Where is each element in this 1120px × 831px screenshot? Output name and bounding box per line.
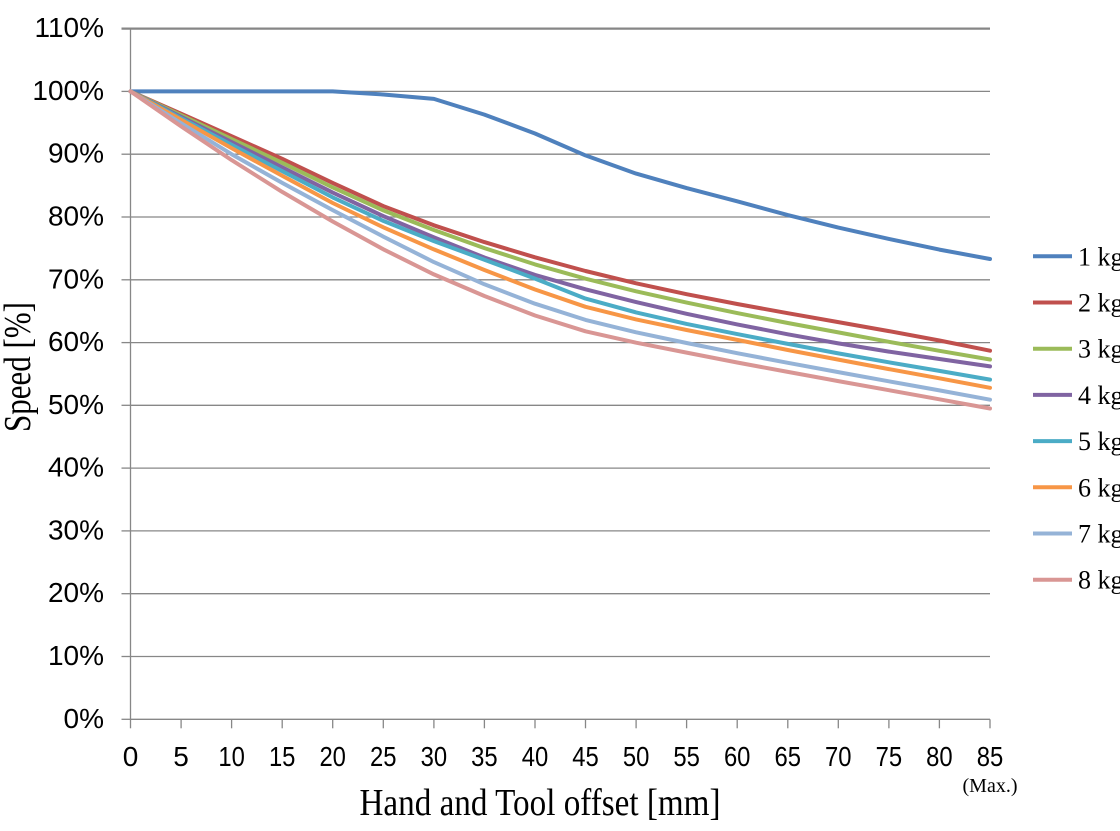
svg-text:35: 35 — [471, 741, 498, 772]
svg-text:6 kg: 6 kg — [1078, 473, 1120, 502]
svg-text:100%: 100% — [32, 75, 104, 106]
svg-text:20%: 20% — [48, 577, 104, 608]
svg-text:5: 5 — [173, 741, 189, 772]
svg-text:4 kg: 4 kg — [1078, 381, 1120, 410]
svg-text:10: 10 — [218, 741, 245, 772]
svg-text:20: 20 — [319, 741, 346, 772]
svg-text:10%: 10% — [48, 640, 104, 671]
svg-text:Speed [%]: Speed [%] — [0, 302, 39, 432]
svg-text:60: 60 — [724, 741, 751, 772]
svg-text:5 kg: 5 kg — [1078, 427, 1120, 456]
svg-text:Hand and Tool offset [mm]: Hand and Tool offset [mm] — [360, 782, 721, 824]
svg-text:90%: 90% — [48, 138, 104, 169]
svg-text:70%: 70% — [48, 263, 104, 294]
svg-text:60%: 60% — [48, 326, 104, 357]
svg-text:0: 0 — [123, 741, 139, 772]
svg-text:80%: 80% — [48, 201, 104, 232]
svg-text:40%: 40% — [48, 452, 104, 483]
svg-text:30: 30 — [421, 741, 448, 772]
svg-text:25: 25 — [370, 741, 397, 772]
svg-text:55: 55 — [673, 741, 700, 772]
svg-text:50: 50 — [623, 741, 650, 772]
svg-text:3 kg: 3 kg — [1078, 335, 1120, 364]
svg-text:2 kg: 2 kg — [1078, 289, 1120, 318]
svg-text:80: 80 — [926, 741, 953, 772]
svg-text:15: 15 — [269, 741, 296, 772]
svg-text:7 kg: 7 kg — [1078, 520, 1120, 549]
svg-text:85: 85 — [977, 741, 1004, 772]
svg-text:(Max.): (Max.) — [963, 775, 1018, 797]
svg-text:70: 70 — [825, 741, 852, 772]
svg-text:8 kg: 8 kg — [1078, 566, 1120, 595]
svg-text:1 kg: 1 kg — [1078, 242, 1120, 271]
svg-text:65: 65 — [775, 741, 802, 772]
svg-text:0%: 0% — [64, 703, 104, 734]
svg-text:45: 45 — [572, 741, 599, 772]
svg-text:40: 40 — [522, 741, 549, 772]
svg-text:30%: 30% — [48, 514, 104, 545]
svg-text:110%: 110% — [34, 12, 104, 43]
svg-text:50%: 50% — [48, 389, 104, 420]
svg-text:75: 75 — [876, 741, 903, 772]
